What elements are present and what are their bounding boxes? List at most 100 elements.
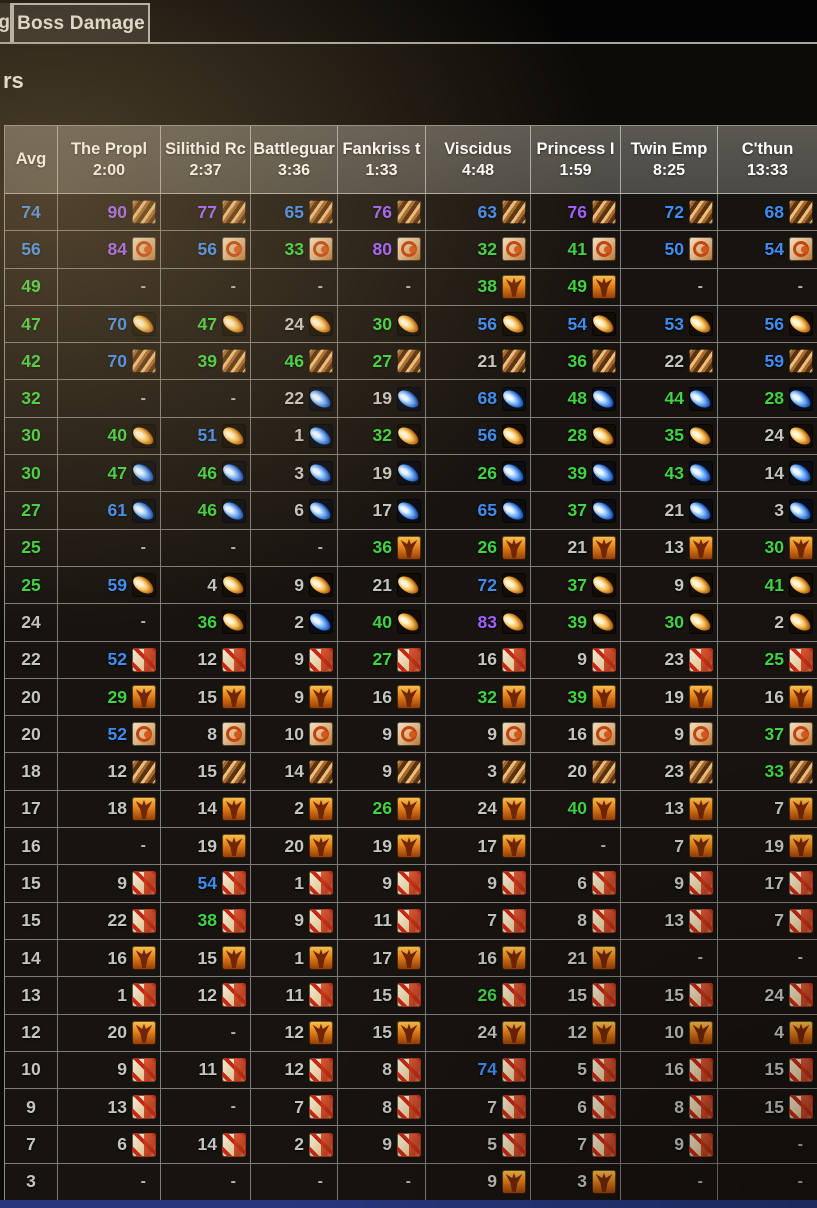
- boss-percentile-cell[interactable]: 46: [251, 343, 338, 381]
- boss-percentile-cell[interactable]: 12: [531, 1014, 621, 1052]
- boss-percentile-cell[interactable]: 9: [58, 865, 161, 903]
- boss-percentile-cell[interactable]: 56: [426, 305, 531, 344]
- boss-percentile-cell[interactable]: 9: [338, 1126, 426, 1164]
- boss-percentile-cell[interactable]: 19: [338, 380, 426, 418]
- boss-percentile-cell[interactable]: 16: [531, 716, 621, 754]
- boss-percentile-cell[interactable]: 9: [338, 716, 426, 754]
- boss-percentile-cell[interactable]: 59: [58, 566, 161, 605]
- boss-percentile-cell[interactable]: 40: [338, 604, 426, 642]
- boss-percentile-cell[interactable]: 26: [426, 977, 531, 1015]
- boss-column-header[interactable]: Princess I 1:59: [531, 126, 621, 194]
- boss-percentile-cell[interactable]: 28: [531, 417, 621, 456]
- boss-percentile-cell[interactable]: 7: [426, 902, 531, 940]
- boss-percentile-cell[interactable]: 12: [251, 1014, 338, 1052]
- boss-percentile-cell[interactable]: 7: [718, 790, 817, 829]
- boss-percentile-cell[interactable]: 4: [718, 1014, 817, 1052]
- boss-percentile-cell[interactable]: 39: [161, 343, 251, 381]
- boss-percentile-cell[interactable]: 13: [621, 902, 718, 940]
- boss-percentile-cell[interactable]: 15: [718, 1089, 817, 1127]
- boss-percentile-cell[interactable]: 56: [718, 305, 817, 344]
- boss-percentile-cell[interactable]: 46: [161, 492, 251, 530]
- boss-percentile-cell[interactable]: 24: [426, 790, 531, 829]
- boss-percentile-cell[interactable]: 30: [621, 604, 718, 642]
- boss-percentile-cell[interactable]: 56: [161, 231, 251, 269]
- boss-percentile-cell[interactable]: 1: [251, 417, 338, 456]
- boss-percentile-cell[interactable]: 9: [338, 753, 426, 791]
- boss-percentile-cell[interactable]: 7: [531, 1126, 621, 1164]
- boss-percentile-cell[interactable]: 5: [531, 1051, 621, 1090]
- boss-percentile-cell[interactable]: 1: [58, 977, 161, 1015]
- boss-percentile-cell[interactable]: 17: [338, 939, 426, 978]
- boss-percentile-cell[interactable]: 13: [621, 529, 718, 567]
- boss-percentile-cell[interactable]: 19: [621, 678, 718, 717]
- boss-percentile-cell[interactable]: 13: [621, 790, 718, 829]
- boss-percentile-cell[interactable]: 11: [338, 902, 426, 940]
- boss-percentile-cell[interactable]: 20: [251, 828, 338, 866]
- boss-percentile-cell[interactable]: 11: [161, 1051, 251, 1090]
- boss-percentile-cell[interactable]: 40: [58, 417, 161, 456]
- boss-percentile-cell[interactable]: 9: [251, 902, 338, 940]
- boss-percentile-cell[interactable]: 76: [338, 194, 426, 232]
- boss-column-header[interactable]: Silithid Rc 2:37: [161, 126, 251, 194]
- boss-percentile-cell[interactable]: 15: [531, 977, 621, 1015]
- boss-percentile-cell[interactable]: 39: [531, 678, 621, 717]
- boss-percentile-cell[interactable]: 83: [426, 604, 531, 642]
- boss-percentile-cell[interactable]: 11: [251, 977, 338, 1015]
- boss-column-header[interactable]: The Propl 2:00: [58, 126, 161, 194]
- boss-percentile-cell[interactable]: 23: [621, 753, 718, 791]
- boss-percentile-cell[interactable]: 12: [251, 1051, 338, 1090]
- boss-percentile-cell[interactable]: 9: [251, 641, 338, 679]
- boss-column-header[interactable]: Battleguar 3:36: [251, 126, 338, 194]
- boss-percentile-cell[interactable]: 12: [58, 753, 161, 791]
- boss-percentile-cell[interactable]: 5: [426, 1126, 531, 1164]
- boss-percentile-cell[interactable]: 70: [58, 305, 161, 344]
- boss-percentile-cell[interactable]: 21: [426, 343, 531, 381]
- boss-percentile-cell[interactable]: 6: [531, 1089, 621, 1127]
- boss-percentile-cell[interactable]: 2: [718, 604, 817, 642]
- boss-percentile-cell[interactable]: 43: [621, 455, 718, 493]
- boss-percentile-cell[interactable]: 14: [251, 753, 338, 791]
- boss-percentile-cell[interactable]: 38: [161, 902, 251, 940]
- tab-partial-left[interactable]: g: [0, 3, 12, 42]
- boss-percentile-cell[interactable]: 24: [251, 305, 338, 344]
- boss-percentile-cell[interactable]: 15: [161, 678, 251, 717]
- boss-percentile-cell[interactable]: 2: [251, 790, 338, 829]
- boss-percentile-cell[interactable]: 18: [58, 790, 161, 829]
- boss-percentile-cell[interactable]: 30: [338, 305, 426, 344]
- boss-percentile-cell[interactable]: 1: [251, 865, 338, 903]
- boss-percentile-cell[interactable]: 8: [161, 716, 251, 754]
- boss-percentile-cell[interactable]: 46: [161, 455, 251, 493]
- boss-percentile-cell[interactable]: 9: [621, 716, 718, 754]
- boss-percentile-cell[interactable]: 3: [251, 455, 338, 493]
- boss-percentile-cell[interactable]: 28: [718, 380, 817, 418]
- boss-percentile-cell[interactable]: 26: [338, 790, 426, 829]
- boss-percentile-cell[interactable]: 47: [161, 305, 251, 344]
- boss-percentile-cell[interactable]: 2: [251, 1126, 338, 1164]
- boss-percentile-cell[interactable]: 9: [338, 865, 426, 903]
- boss-percentile-cell[interactable]: 21: [531, 529, 621, 567]
- boss-percentile-cell[interactable]: 70: [58, 343, 161, 381]
- boss-percentile-cell[interactable]: 26: [426, 529, 531, 567]
- boss-percentile-cell[interactable]: 9: [621, 865, 718, 903]
- boss-percentile-cell[interactable]: 22: [621, 343, 718, 381]
- boss-percentile-cell[interactable]: 24: [718, 417, 817, 456]
- boss-column-header[interactable]: Viscidus 4:48: [426, 126, 531, 194]
- boss-percentile-cell[interactable]: 3: [531, 1163, 621, 1202]
- boss-percentile-cell[interactable]: 35: [621, 417, 718, 456]
- boss-percentile-cell[interactable]: 16: [718, 678, 817, 717]
- boss-percentile-cell[interactable]: 72: [621, 194, 718, 232]
- boss-percentile-cell[interactable]: 6: [58, 1126, 161, 1164]
- boss-percentile-cell[interactable]: 8: [621, 1089, 718, 1127]
- boss-percentile-cell[interactable]: 19: [161, 828, 251, 866]
- boss-percentile-cell[interactable]: 7: [251, 1089, 338, 1127]
- boss-percentile-cell[interactable]: 9: [426, 716, 531, 754]
- boss-percentile-cell[interactable]: 54: [161, 865, 251, 903]
- boss-percentile-cell[interactable]: 14: [161, 790, 251, 829]
- boss-percentile-cell[interactable]: 17: [718, 865, 817, 903]
- boss-percentile-cell[interactable]: 39: [531, 604, 621, 642]
- boss-percentile-cell[interactable]: 30: [718, 529, 817, 567]
- boss-percentile-cell[interactable]: 21: [531, 939, 621, 978]
- boss-percentile-cell[interactable]: 2: [251, 604, 338, 642]
- boss-percentile-cell[interactable]: 36: [161, 604, 251, 642]
- boss-percentile-cell[interactable]: 10: [251, 716, 338, 754]
